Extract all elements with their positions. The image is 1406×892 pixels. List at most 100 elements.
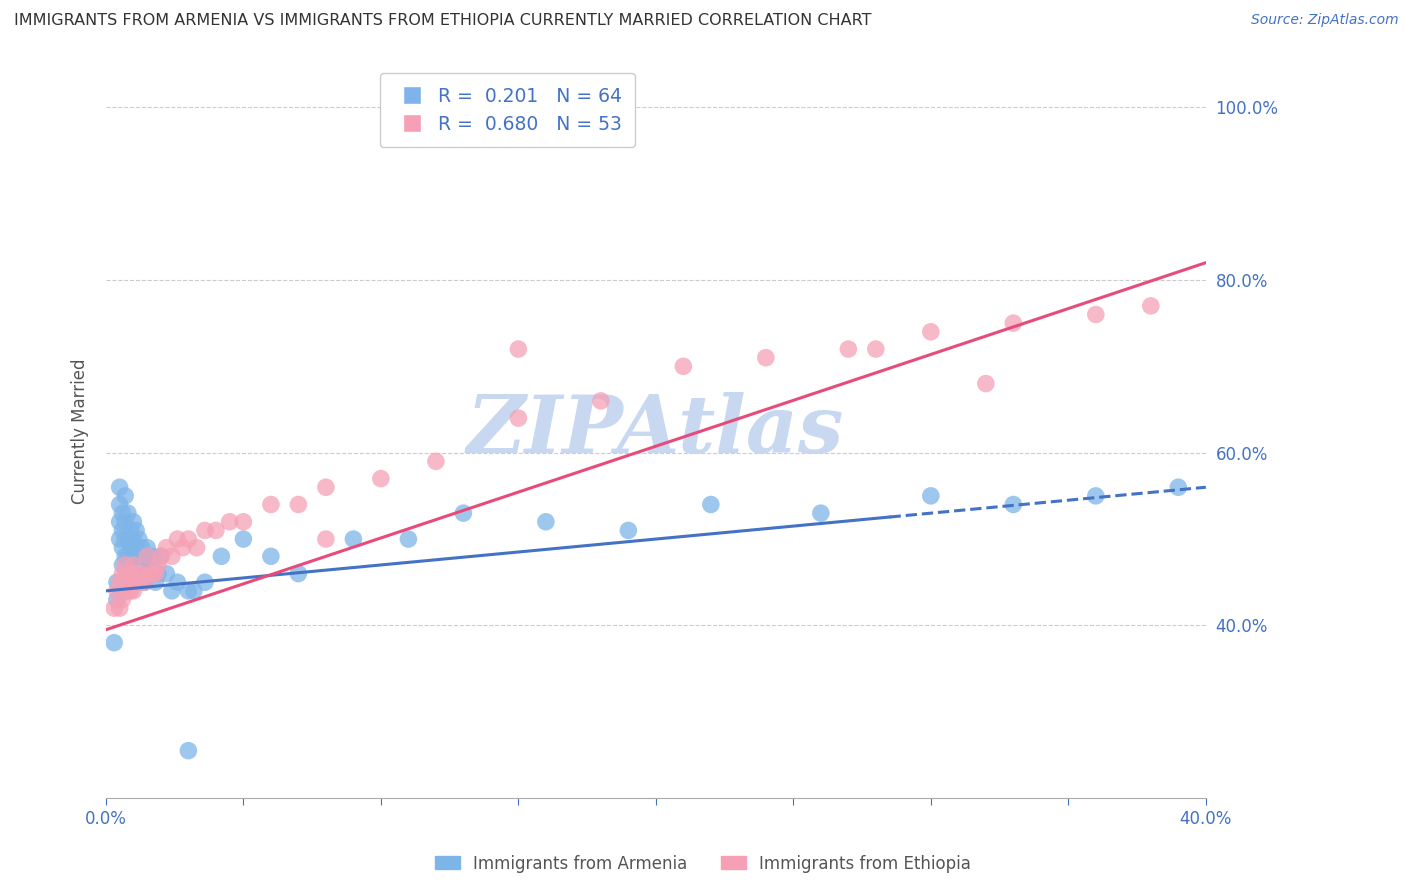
Point [315, 480, 337, 494]
Point [617, 524, 640, 538]
Point [232, 532, 254, 546]
Text: IMMIGRANTS FROM ARMENIA VS IMMIGRANTS FROM ETHIOPIA CURRENTLY MARRIED CORRELATIO: IMMIGRANTS FROM ARMENIA VS IMMIGRANTS FR… [14, 13, 872, 29]
Point [111, 541, 134, 555]
Point [1139, 299, 1161, 313]
Point [131, 566, 153, 581]
Point [149, 549, 172, 564]
Point [920, 489, 942, 503]
Point [1084, 308, 1107, 322]
Point [589, 393, 612, 408]
Point [111, 592, 134, 607]
Point [134, 575, 156, 590]
Point [370, 472, 392, 486]
Point [128, 575, 150, 590]
Point [128, 532, 150, 546]
Point [218, 515, 240, 529]
Point [108, 498, 131, 512]
Legend: Immigrants from Armenia, Immigrants from Ethiopia: Immigrants from Armenia, Immigrants from… [429, 848, 977, 880]
Point [1002, 498, 1025, 512]
Point [122, 558, 145, 572]
Point [108, 532, 131, 546]
Point [134, 575, 156, 590]
Point [131, 541, 153, 555]
Point [287, 566, 309, 581]
Point [453, 506, 475, 520]
Point [396, 532, 419, 546]
Text: Source: ZipAtlas.com: Source: ZipAtlas.com [1251, 13, 1399, 28]
Point [315, 532, 337, 546]
Point [166, 532, 188, 546]
Point [177, 532, 200, 546]
Point [122, 583, 145, 598]
Point [131, 558, 153, 572]
Point [186, 541, 208, 555]
Point [260, 498, 283, 512]
Point [114, 532, 136, 546]
Point [117, 532, 139, 546]
Point [155, 566, 177, 581]
Point [114, 583, 136, 598]
Point [108, 515, 131, 529]
Point [160, 583, 183, 598]
Point [103, 635, 125, 649]
Point [105, 575, 128, 590]
Point [205, 524, 228, 538]
Point [114, 515, 136, 529]
Point [177, 583, 200, 598]
Point [974, 376, 997, 391]
Point [1002, 316, 1025, 330]
Point [122, 549, 145, 564]
Legend: R =  0.201   N = 64, R =  0.680   N = 53: R = 0.201 N = 64, R = 0.680 N = 53 [380, 73, 636, 147]
Point [120, 558, 142, 572]
Point [117, 566, 139, 581]
Point [672, 359, 695, 374]
Point [920, 325, 942, 339]
Point [142, 566, 165, 581]
Point [508, 411, 530, 425]
Point [149, 549, 172, 564]
Point [134, 549, 156, 564]
Point [125, 524, 148, 538]
Point [105, 583, 128, 598]
Point [139, 566, 162, 581]
Point [111, 506, 134, 520]
Point [120, 524, 142, 538]
Point [114, 558, 136, 572]
Point [700, 498, 723, 512]
Point [111, 524, 134, 538]
Point [108, 480, 131, 494]
Point [136, 549, 159, 564]
Point [114, 549, 136, 564]
Point [128, 549, 150, 564]
Point [755, 351, 778, 365]
Point [122, 532, 145, 546]
Point [194, 575, 217, 590]
Point [105, 592, 128, 607]
Point [145, 575, 167, 590]
Point [260, 549, 283, 564]
Text: ZIPAtlas: ZIPAtlas [467, 392, 845, 470]
Point [183, 583, 205, 598]
Point [508, 342, 530, 356]
Point [122, 566, 145, 581]
Point [425, 454, 447, 468]
Point [122, 515, 145, 529]
Point [120, 541, 142, 555]
Point [114, 489, 136, 503]
Point [139, 558, 162, 572]
Point [194, 524, 217, 538]
Point [125, 566, 148, 581]
Point [287, 498, 309, 512]
Point [146, 566, 169, 581]
Point [145, 566, 167, 581]
Y-axis label: Currently Married: Currently Married [72, 359, 89, 504]
Point [108, 601, 131, 615]
Point [146, 558, 169, 572]
Point [534, 515, 557, 529]
Point [125, 541, 148, 555]
Point [232, 515, 254, 529]
Point [111, 566, 134, 581]
Point [117, 583, 139, 598]
Point [1167, 480, 1189, 494]
Point [342, 532, 364, 546]
